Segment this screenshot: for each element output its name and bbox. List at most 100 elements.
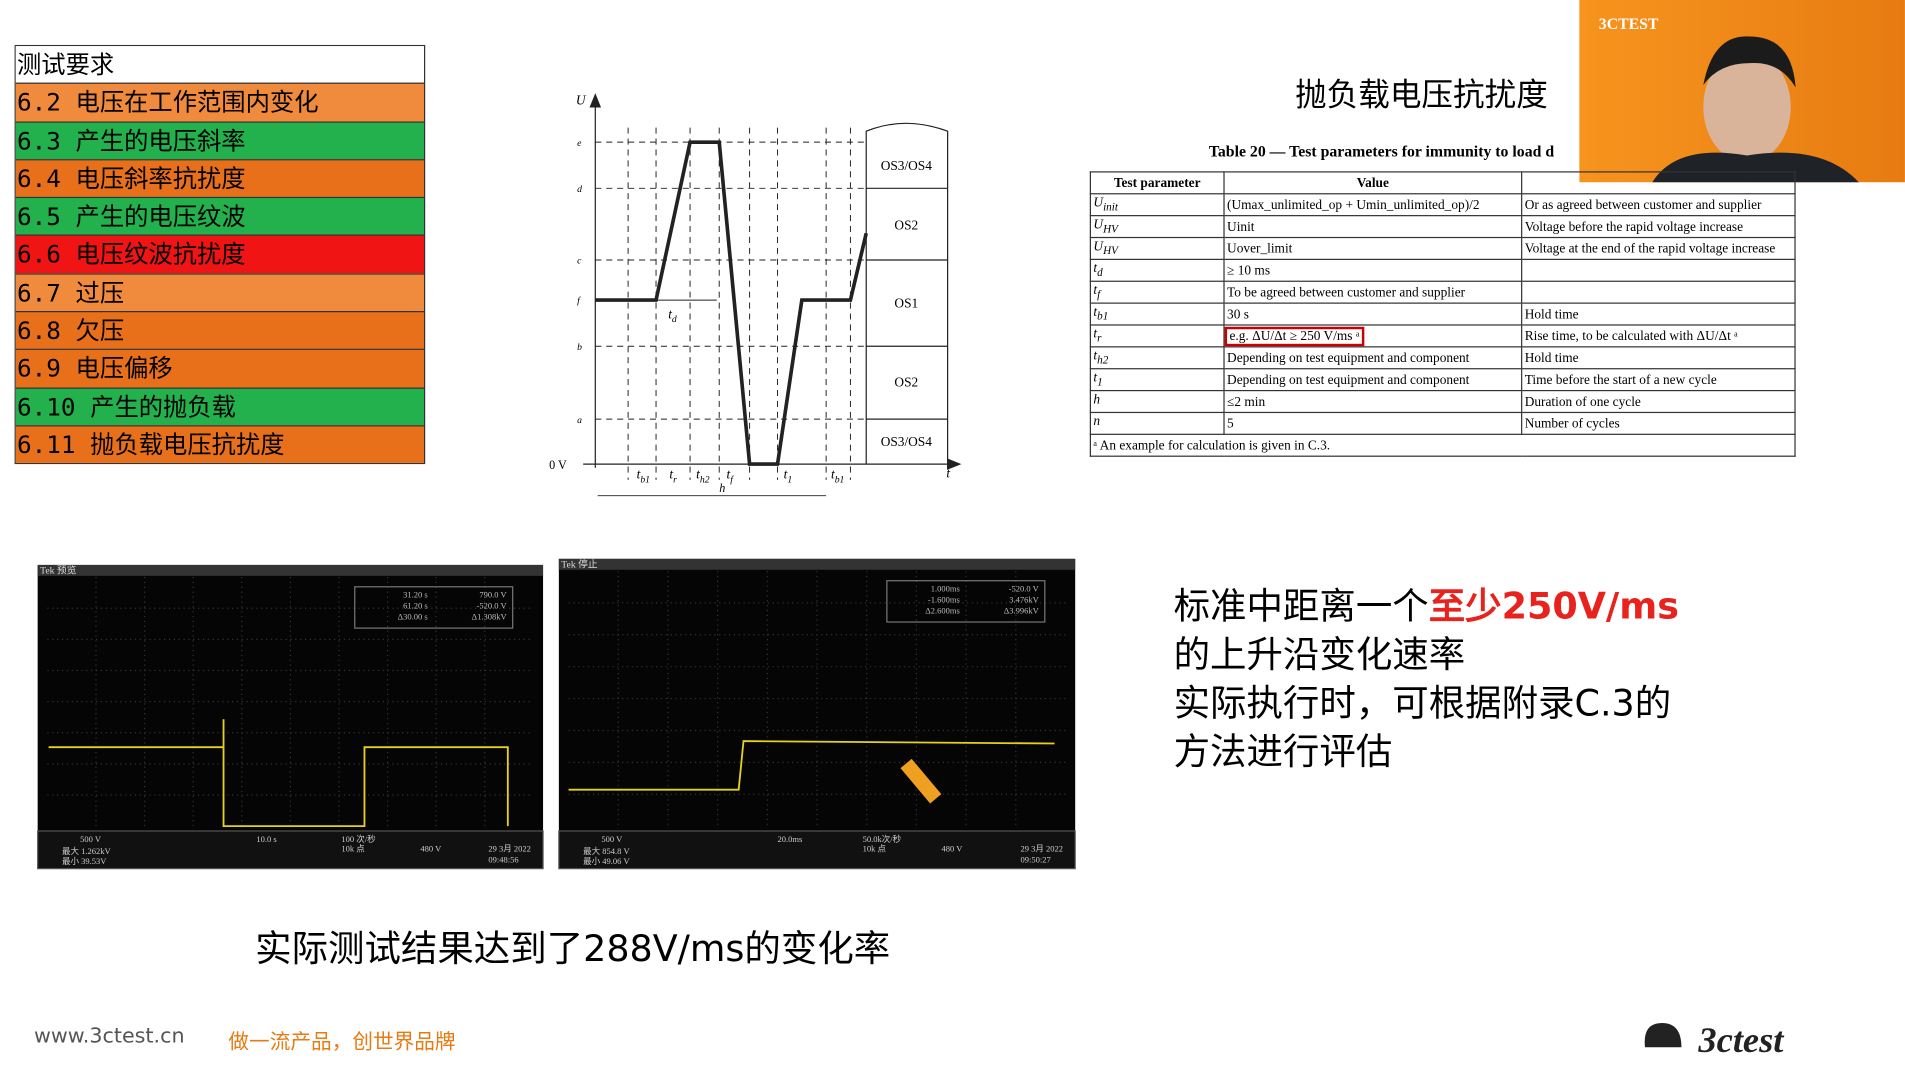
symbol: t (696, 467, 700, 482)
value-cell: Uinit (1223, 215, 1523, 239)
list-row: 6.2 电压在工作范围内变化 (15, 82, 425, 121)
symbol: h (1093, 392, 1101, 408)
param-cell: UHV (1089, 215, 1225, 239)
parameter-table: Test parameter Value Uinit (Umax_unlimited_… (1089, 171, 1796, 457)
label: OS3/OS4 (881, 158, 933, 173)
param-cell: td (1089, 258, 1225, 282)
trace (48, 719, 509, 828)
list-row: 6.4 电压斜率抗扰度 (15, 159, 425, 198)
label: 1.000ms (931, 584, 960, 594)
note-text: 的上升沿变化速率 (1173, 634, 1466, 677)
table-row: tr e.g. ΔU/Δt ≥ 250 V/ms ᵃ Rise time, to b… (1089, 324, 1796, 348)
symbol: U (1093, 196, 1104, 211)
scope-bar (558, 558, 1076, 570)
note-line: 标准中距离一个至少250V/ms (1174, 583, 1679, 632)
status-bar (37, 830, 544, 870)
symbol: t (784, 467, 788, 482)
label: 最大 1.262kV (62, 846, 112, 856)
label: 3.476kV (1009, 595, 1039, 605)
scope-bar (37, 564, 544, 576)
value-cell: (Umax_unlimited_op + Umin_unlimited_op)/… (1223, 193, 1523, 217)
label: Δ3.996kV (1004, 606, 1040, 616)
cursor-box (886, 580, 1046, 623)
param-cell: n (1089, 411, 1225, 435)
label: 480 V (420, 844, 442, 854)
list-header: 测试要求 (15, 46, 425, 83)
footnote: ᵃ An example for calculation is given in… (1089, 433, 1796, 457)
param-cell: th2 (1089, 346, 1225, 370)
remark-cell: Duration of one cycle (1521, 389, 1796, 414)
note-text: 方法进行评估 (1173, 731, 1393, 774)
table-row: tb1 30 s Hold time (1089, 302, 1796, 326)
symbol: t (1093, 305, 1098, 321)
label: Tek 预览 (40, 563, 77, 576)
label: 29 3月 2022 (1021, 844, 1064, 854)
remark-cell: Rise time, to be calculated with ΔU/Δt ᵃ (1521, 324, 1796, 348)
list-row: 6.9 电压偏移 (15, 349, 425, 388)
label: t (946, 465, 950, 480)
label: 最小 39.53V (62, 856, 107, 866)
table-row: h ≤2 min Duration of one cycle (1089, 389, 1796, 414)
label: 0 V (549, 458, 567, 472)
symbol: U (1093, 217, 1104, 233)
label: OS2 (894, 218, 918, 233)
label: 10k 点 (863, 844, 887, 854)
label: 790.0 V (479, 590, 507, 600)
symbol: t (831, 467, 835, 482)
list-row: 6.11 抛负载电压抗扰度 (15, 425, 425, 464)
list-row: 6.5 产生的电压纹波 (15, 197, 425, 236)
label: U (576, 92, 587, 107)
label: 10k 点 (341, 844, 365, 854)
header-cell: Value (1223, 171, 1523, 195)
cursor-box (354, 586, 514, 629)
label: h (719, 481, 725, 495)
diagram-lines (583, 93, 962, 497)
label: a (577, 415, 582, 426)
brand: 3ctest (1697, 1020, 1785, 1060)
label: 500 V (80, 834, 102, 844)
list-row: 6.6 电压纹波抗扰度 (15, 235, 425, 274)
time-label: t1 (784, 467, 793, 486)
subscript: b1 (1097, 310, 1109, 323)
param-cell: tr (1089, 324, 1225, 348)
note-line: 实际执行时，可根据附录C.3的 (1174, 680, 1679, 729)
value-cell: 5 (1223, 411, 1523, 435)
header-cell (1521, 171, 1796, 195)
note-line: 方法进行评估 (1174, 729, 1679, 778)
header-row: Test parameter Value (1089, 171, 1796, 195)
scope-screen (37, 564, 544, 869)
value-cell: Depending on test equipment and componen… (1223, 346, 1523, 370)
subscript: b1 (835, 474, 845, 485)
remark-cell: Voltage at the end of the rapid voltage … (1521, 236, 1796, 260)
label: OS3/OS4 (881, 434, 933, 449)
label: e (577, 138, 582, 149)
symbol: t (1093, 261, 1098, 277)
remark-cell: Voltage before the rapid voltage increas… (1521, 215, 1796, 239)
param-cell: h (1089, 389, 1225, 414)
value-cell: Depending on test equipment and componen… (1223, 368, 1523, 392)
subscript: HV (1103, 244, 1118, 258)
pen-icon (900, 758, 942, 804)
remark-cell: Number of cycles (1521, 411, 1796, 435)
label: 480 V (942, 844, 964, 854)
subscript: h2 (700, 474, 710, 485)
label: 61.20 s (403, 601, 428, 611)
symbol: t (1093, 283, 1098, 299)
subscript: 1 (1097, 376, 1103, 389)
table-row: UHV Uinit Voltage before the rapid voltage… (1089, 215, 1796, 239)
symbol: t (1093, 371, 1098, 386)
label: f (577, 296, 581, 307)
footer-logo: 3ctest (1644, 1020, 1785, 1060)
symbol: t (668, 306, 672, 321)
status-bar (558, 830, 1076, 870)
time-label: tr (669, 467, 677, 486)
result-text: 实际测试结果达到了288V/ms的变化率 (255, 928, 891, 971)
note-highlight: 至少250V/ms (1428, 585, 1679, 629)
label: 50.0k次/秒 (863, 834, 902, 844)
list-row: 6.8 欠压 (15, 311, 425, 350)
symbol: t (637, 467, 641, 482)
